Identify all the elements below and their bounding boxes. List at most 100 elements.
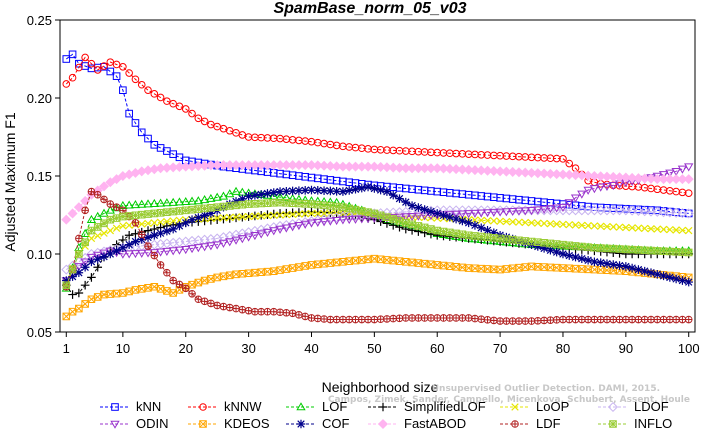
point-lof (225, 189, 235, 198)
point-cof (194, 213, 203, 222)
point-cof (187, 215, 197, 224)
point-fastabod (513, 167, 524, 178)
point-simplifiedlof (87, 273, 96, 282)
point-kdeos (251, 268, 259, 277)
point-ldf (684, 315, 693, 324)
point-fastabod (627, 172, 638, 183)
point-knn (125, 109, 133, 118)
point-cof (231, 197, 241, 206)
point-knnw (565, 159, 574, 168)
point-cof (634, 265, 643, 274)
point-odin (684, 163, 694, 172)
point-kdeos (163, 287, 171, 295)
point-cof (376, 185, 385, 195)
point-ldf (659, 315, 668, 324)
point-loop (546, 220, 555, 228)
point-cof (407, 201, 417, 210)
point-odin (237, 235, 247, 244)
point-cof (539, 244, 549, 253)
point-ldf (559, 315, 567, 324)
point-cof (533, 242, 543, 251)
point-ldf (628, 315, 636, 324)
point-ldf (622, 315, 630, 324)
y-tick-label: 0.25 (27, 13, 52, 28)
point-kdeos (269, 267, 278, 275)
point-ldf (546, 316, 555, 324)
legend-label-odin: ODIN (136, 416, 169, 431)
point-simplifiedlof (269, 209, 279, 219)
y-tick-label: 0.10 (27, 247, 52, 262)
point-kdeos (288, 264, 297, 272)
point-odin (577, 190, 587, 199)
point-ldf (75, 234, 83, 243)
point-fastabod (99, 181, 110, 192)
point-ldf (320, 315, 328, 323)
point-lof (137, 199, 147, 208)
point-kdeos (596, 266, 605, 274)
point-odin (306, 219, 317, 228)
legend-label-inflo: INFLO (634, 416, 672, 431)
point-ldf (615, 315, 624, 324)
point-lof (143, 199, 153, 208)
series-ldf (62, 187, 693, 325)
point-inflo (420, 223, 429, 232)
point-loop (282, 210, 291, 219)
point-cof (112, 246, 121, 256)
point-kdeos (81, 300, 89, 308)
point-cof (68, 272, 77, 281)
point-fastabod (306, 160, 317, 171)
point-ldf (427, 314, 435, 322)
point-fastabod (457, 164, 468, 175)
point-ldf (288, 309, 297, 317)
point-cof (558, 249, 568, 259)
point-odin (476, 209, 486, 218)
point-loop (502, 217, 511, 226)
point-ldf (389, 314, 398, 323)
point-kdeos (345, 257, 354, 265)
point-inflo (559, 240, 567, 249)
point-loop (483, 216, 492, 225)
point-loop (666, 225, 674, 234)
point-cof (571, 252, 580, 262)
point-inflo (339, 203, 347, 211)
point-kdeos (452, 262, 460, 271)
point-kdeos (332, 258, 341, 267)
point-inflo (301, 199, 309, 208)
series-line-ldof (66, 209, 689, 271)
point-kdeos (137, 285, 146, 293)
point-ldf (490, 316, 498, 325)
point-odin (99, 249, 109, 258)
point-knnw (131, 75, 140, 84)
point-inflo (276, 198, 284, 207)
point-ldf (433, 314, 442, 322)
point-cof (414, 203, 423, 212)
point-kdeos (263, 267, 272, 276)
point-inflo (634, 246, 643, 254)
point-inflo (313, 200, 322, 209)
point-ldf (137, 230, 146, 239)
point-cof (652, 269, 662, 279)
point-ldf (251, 308, 259, 316)
point-fastabod (73, 202, 84, 213)
point-knn (112, 72, 121, 80)
point-inflo (181, 206, 190, 215)
point-inflo (515, 236, 523, 245)
point-inflo (68, 265, 77, 274)
point-odin (357, 215, 367, 224)
point-knnw (156, 93, 165, 102)
point-kdeos (282, 265, 291, 273)
point-fastabod (61, 214, 72, 225)
point-loop (144, 219, 152, 228)
point-knnw (219, 124, 228, 133)
point-odin (526, 207, 537, 216)
point-odin (451, 210, 461, 219)
point-fastabod (570, 170, 581, 181)
point-cof (181, 218, 191, 228)
y-axis-label: Adjusted Maximum F1 (2, 112, 18, 251)
point-cof (118, 243, 128, 253)
point-ldof (633, 205, 644, 216)
point-inflo (414, 222, 423, 230)
point-ldf (169, 276, 177, 285)
point-cof (61, 276, 71, 285)
x-tick-label: 10 (116, 341, 130, 356)
